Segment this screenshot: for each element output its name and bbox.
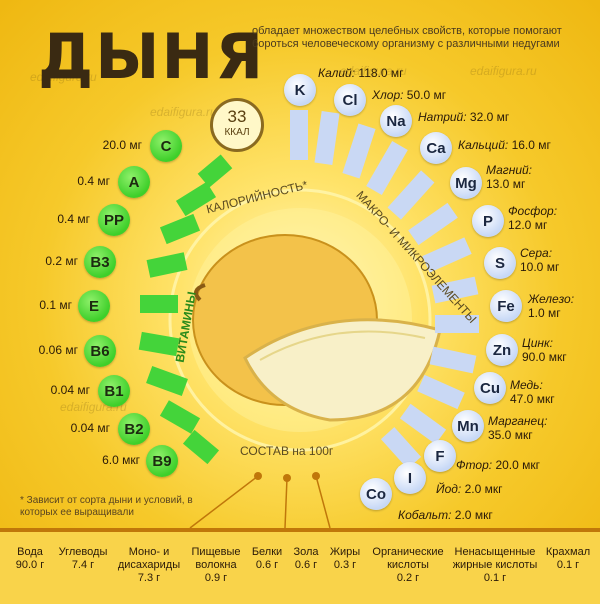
vitamin-b6: B6	[84, 335, 116, 367]
vitamin-b1: B1	[98, 375, 130, 407]
mineral-label: Кобальт: 2.0 мкг	[398, 508, 493, 522]
composition-item: Углеводы 7.4 г	[58, 546, 108, 571]
watermark: edaifigura.ru	[470, 64, 537, 78]
mineral-f: F	[424, 440, 456, 472]
vitamin-value: 0.04 мг	[50, 383, 90, 397]
composition-item: Жиры 0.3 г	[329, 546, 361, 571]
mineral-label: Фосфор: 12.0 мг	[508, 204, 558, 232]
vitamin-value: 0.4 мг	[77, 174, 110, 188]
mineral-ca: Ca	[420, 132, 452, 164]
vitamin-value: 0.4 мг	[57, 212, 90, 226]
mineral-label: Сера: 10.0 мг	[520, 246, 560, 274]
mineral-p: P	[472, 205, 504, 237]
vitamin-value: 6.0 мкг	[102, 453, 140, 467]
mineral-zn: Zn	[486, 334, 518, 366]
mineral-co: Co	[360, 478, 392, 510]
composition-item: Крахмал 0.1 г	[545, 546, 591, 571]
mineral-label: Медь: 47.0 мкг	[510, 378, 555, 406]
vitamin-b2: B2	[118, 413, 150, 445]
mineral-label: Цинк: 90.0 мкг	[522, 336, 567, 364]
vitamin-bar	[140, 295, 178, 313]
composition-item: Ненасыщенные жирные кислоты 0.1 г	[452, 546, 538, 584]
vitamin-b9: B9	[146, 445, 178, 477]
mineral-label: Йод: 2.0 мкг	[436, 482, 503, 496]
vitamin-value: 0.04 мг	[70, 421, 110, 435]
page-title: ДЫНЯ	[38, 20, 266, 93]
mineral-cl: Cl	[334, 84, 366, 116]
vitamin-a: A	[118, 166, 150, 198]
composition-item: Моно- и дисахариды 7.3 г	[117, 546, 181, 584]
mineral-k: K	[284, 74, 316, 106]
composition-item: Пищевые волокна 0.9 г	[191, 546, 241, 584]
vitamin-e: E	[78, 290, 110, 322]
composition-item: Белки 0.6 г	[251, 546, 283, 571]
composition-arc-label: СОСТАВ на 100г	[240, 444, 334, 458]
mineral-label: Магний: 13.0 мг	[486, 163, 533, 191]
composition-item: Органические кислоты 0.2 г	[372, 546, 444, 584]
watermark: edaifigura.ru	[150, 105, 217, 119]
vitamin-value: 20.0 мг	[102, 138, 142, 152]
mineral-label: Хлор: 50.0 мг	[372, 88, 447, 102]
mineral-na: Na	[380, 105, 412, 137]
mineral-label: Кальций: 16.0 мг	[458, 138, 551, 152]
mineral-fe: Fe	[490, 290, 522, 322]
vitamin-value: 0.1 мг	[39, 298, 72, 312]
vitamin-value: 0.2 мг	[45, 254, 78, 268]
mineral-label: Железо: 1.0 мг	[528, 292, 575, 320]
vitamin-value: 0.06 мг	[38, 343, 78, 357]
mineral-label: Калий: 118.0 мг	[318, 66, 404, 80]
vitamin-c: C	[150, 130, 182, 162]
mineral-label: Фтор: 20.0 мкг	[456, 458, 541, 472]
mineral-mn: Mn	[452, 410, 484, 442]
mineral-mg: Mg	[450, 167, 482, 199]
mineral-i: I	[394, 462, 426, 494]
composition-strip: Вода 90.0 г Углеводы 7.4 г Моно- и дисахар…	[0, 528, 600, 604]
calorie-unit: ККАЛ	[224, 127, 250, 138]
vitamin-b3: B3	[84, 246, 116, 278]
mineral-bar	[290, 110, 308, 160]
mineral-label: Натрий: 32.0 мг	[418, 110, 510, 124]
composition-item: Зола 0.6 г	[293, 546, 319, 571]
mineral-s: S	[484, 247, 516, 279]
watermark: edaifigura.ru	[30, 70, 97, 84]
footnote: * Зависит от сорта дыни и условий, в кот…	[20, 495, 193, 518]
calorie-value: 33	[227, 107, 247, 126]
composition-item: Вода 90.0 г	[15, 546, 45, 571]
vitamin-pp: PP	[98, 204, 130, 236]
mineral-cu: Cu	[474, 372, 506, 404]
page-subtitle: обладает множеством целебных свойств, ко…	[252, 25, 562, 50]
calorie-badge: 33 ККАЛ	[210, 98, 264, 152]
watermark: edaifigura.ru	[340, 64, 407, 78]
mineral-label: Марганец: 35.0 мкг	[488, 414, 548, 442]
